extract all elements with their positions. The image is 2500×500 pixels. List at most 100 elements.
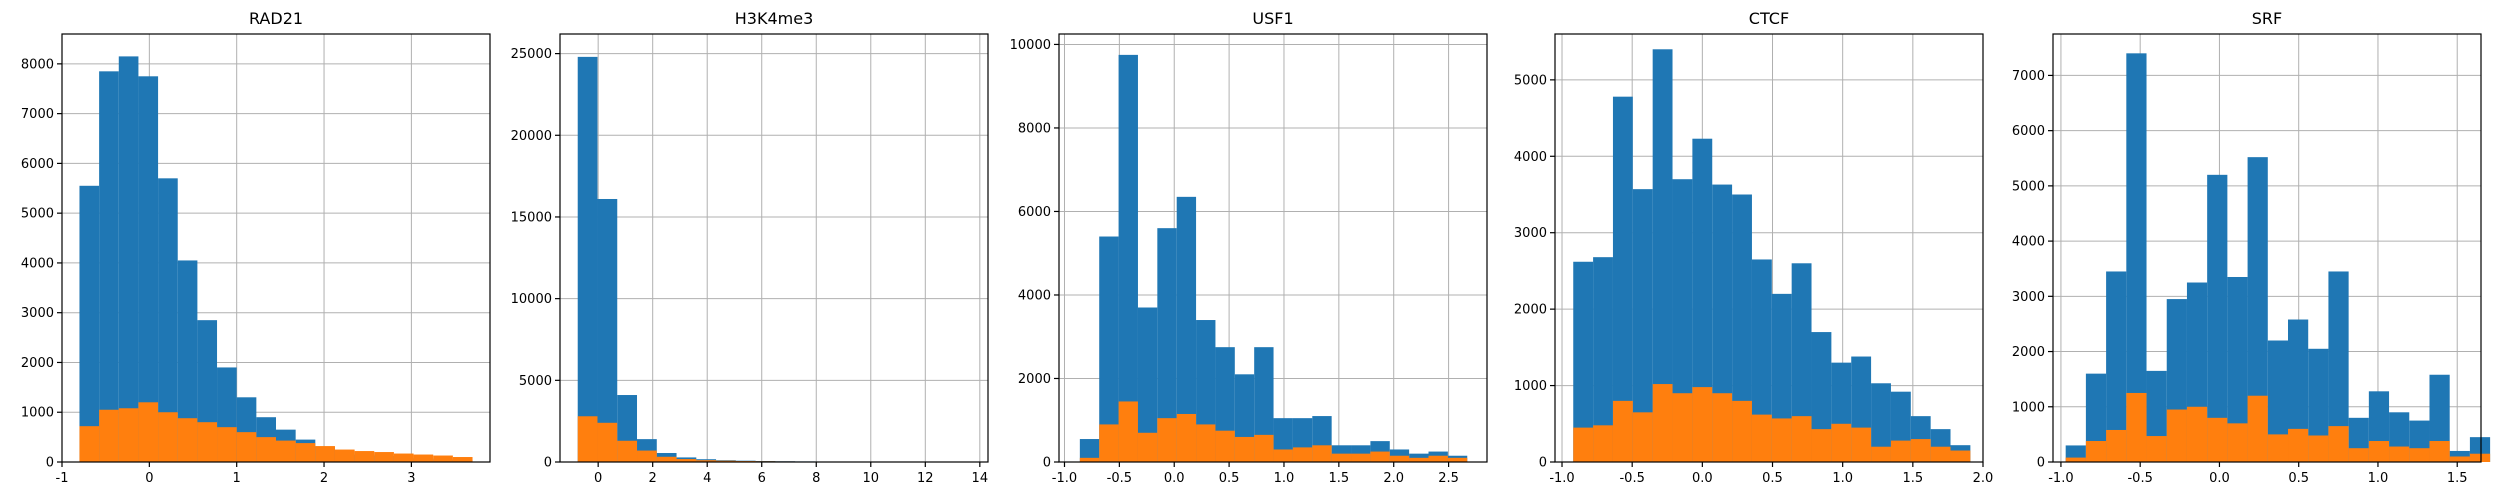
histogram-bar-total [597,198,618,462]
x-tick-label: 0.5 [2288,471,2309,486]
histogram-bar-total [1157,228,1177,462]
histogram-bar-subset [656,456,677,462]
x-tick-label: 0.5 [1219,471,1240,486]
histogram-bar-subset [1612,400,1633,462]
y-tick-label: 3000 [1514,226,1547,241]
histogram-bar-subset [79,426,100,462]
histogram-bar-subset [1118,401,1138,462]
histogram-bar-subset [2186,406,2208,462]
histogram-bar-subset [2085,441,2107,462]
chart-panel-ctcf: -1.0 -0.5 0.0 0.5 1.0 1.5 2.0 0 1000 2000 3000 4000… [1514,9,1993,486]
x-tick-label: -1.0 [2048,471,2073,486]
histogram-bar-total [1712,184,1733,463]
histogram-bar-subset [2267,434,2289,462]
histogram-bar-subset [597,422,618,462]
chart-panel-srf: -1.0 -0.5 0.0 0.5 1.0 1.5 0 1000 2000 3000 4000 500… [2012,9,2491,486]
plot-frame [61,33,491,463]
y-tick-label: 8000 [1018,121,1051,136]
histogram-bar-total [2247,157,2268,462]
histogram-bar-subset [2288,428,2309,462]
y-tick-label: 0 [544,456,552,471]
histogram-bar-total [2207,174,2228,462]
x-tick-label: 1.5 [1329,471,1350,486]
y-tick-label: 5000 [519,374,552,389]
histogram-bar-subset [2409,448,2430,462]
histogram-bar-subset [2106,429,2127,462]
chart-title: USF1 [1252,9,1293,28]
histogram-bar-total [1593,257,1613,462]
histogram-bar-total [1791,263,1812,462]
y-tick-label: 0 [46,456,54,471]
y-tick-label: 0 [1539,456,1547,471]
histogram-bar-subset [1428,455,1448,462]
histogram-bar-subset [276,440,296,462]
y-tick-label: 7000 [2012,69,2045,84]
histogram-bar-subset [138,402,159,462]
histogram-bar-subset [2247,395,2268,462]
chart-title: RAD21 [249,9,303,28]
histogram-bar-total [2106,271,2127,462]
histogram-bar-subset [295,443,316,462]
histogram-bar-subset [158,412,178,462]
histogram-bar-subset [1292,447,1313,462]
histogram-bar-subset [433,455,453,462]
histogram-bar-subset [1831,423,1852,462]
histogram-bar-subset [1157,418,1177,462]
y-tick-label: 4000 [1514,150,1547,165]
histogram-bar-subset [1351,453,1371,462]
histogram-bar-subset [2449,456,2470,462]
histogram-bar-total [99,71,119,462]
histogram-bar-subset [617,440,638,462]
histogram-bar-total [1079,439,1100,462]
histogram-bar-total [2267,340,2289,462]
histogram-bar-subset [2166,409,2187,462]
y-tick-label: 0 [1043,456,1051,471]
y-tick-label: 25000 [511,47,552,62]
y-tick-label: 1000 [1514,379,1547,394]
histogram-bar-subset [2348,448,2369,462]
histogram-bar-total [1612,96,1633,463]
x-tick-label: 0.0 [1164,471,1185,486]
histogram-bar-subset [716,460,736,462]
histogram-bar-subset [2227,423,2248,462]
histogram-bar-subset [1593,425,1613,462]
histogram-bar-subset [1732,400,1752,462]
histogram-bar-subset [2207,417,2228,462]
histogram-bar-subset [1910,439,1931,462]
y-tick-label: 4000 [21,256,54,271]
histogram-bar-subset [2065,457,2086,462]
y-tick-label: 1000 [2012,400,2045,415]
y-tick-label: 0 [2037,456,2045,471]
histogram-bar-total [1573,261,1594,462]
histogram-bar-subset [1196,424,1216,462]
histogram-bar-subset [2368,441,2390,462]
x-tick-label: 3 [407,471,415,486]
histogram-bar-subset [1234,436,1255,462]
histogram-bar-subset [315,446,335,462]
plot-frame [1554,33,1984,463]
histogram-bar-subset [2469,453,2491,462]
y-tick-label: 6000 [1018,205,1051,220]
histogram-bar-subset [1751,414,1772,462]
y-tick-label: 15000 [511,210,552,225]
x-tick-label: 1.5 [2447,471,2468,486]
histogram-bar-subset [2146,436,2167,462]
x-tick-label: 2.0 [1383,471,1404,486]
histogram-bar-subset [1331,453,1352,462]
y-tick-label: 3000 [21,306,54,321]
histogram-bar-subset [1692,387,1713,462]
x-tick-label: 2 [649,471,657,486]
histogram-bar-subset [118,408,139,462]
x-tick-label: 2.5 [1438,471,1459,486]
histogram-bar-subset [197,422,218,462]
histogram-bar-subset [217,427,237,462]
y-tick-label: 2000 [1018,372,1051,387]
x-tick-label: -0.5 [2127,471,2152,486]
histogram-bar-total [2288,319,2309,462]
histogram-bar-total [2328,271,2349,462]
x-tick-label: 2.0 [1973,471,1994,486]
histogram-bar-subset [1950,450,1971,462]
histogram-bar-total [1099,236,1119,462]
y-tick-label: 8000 [21,57,54,72]
